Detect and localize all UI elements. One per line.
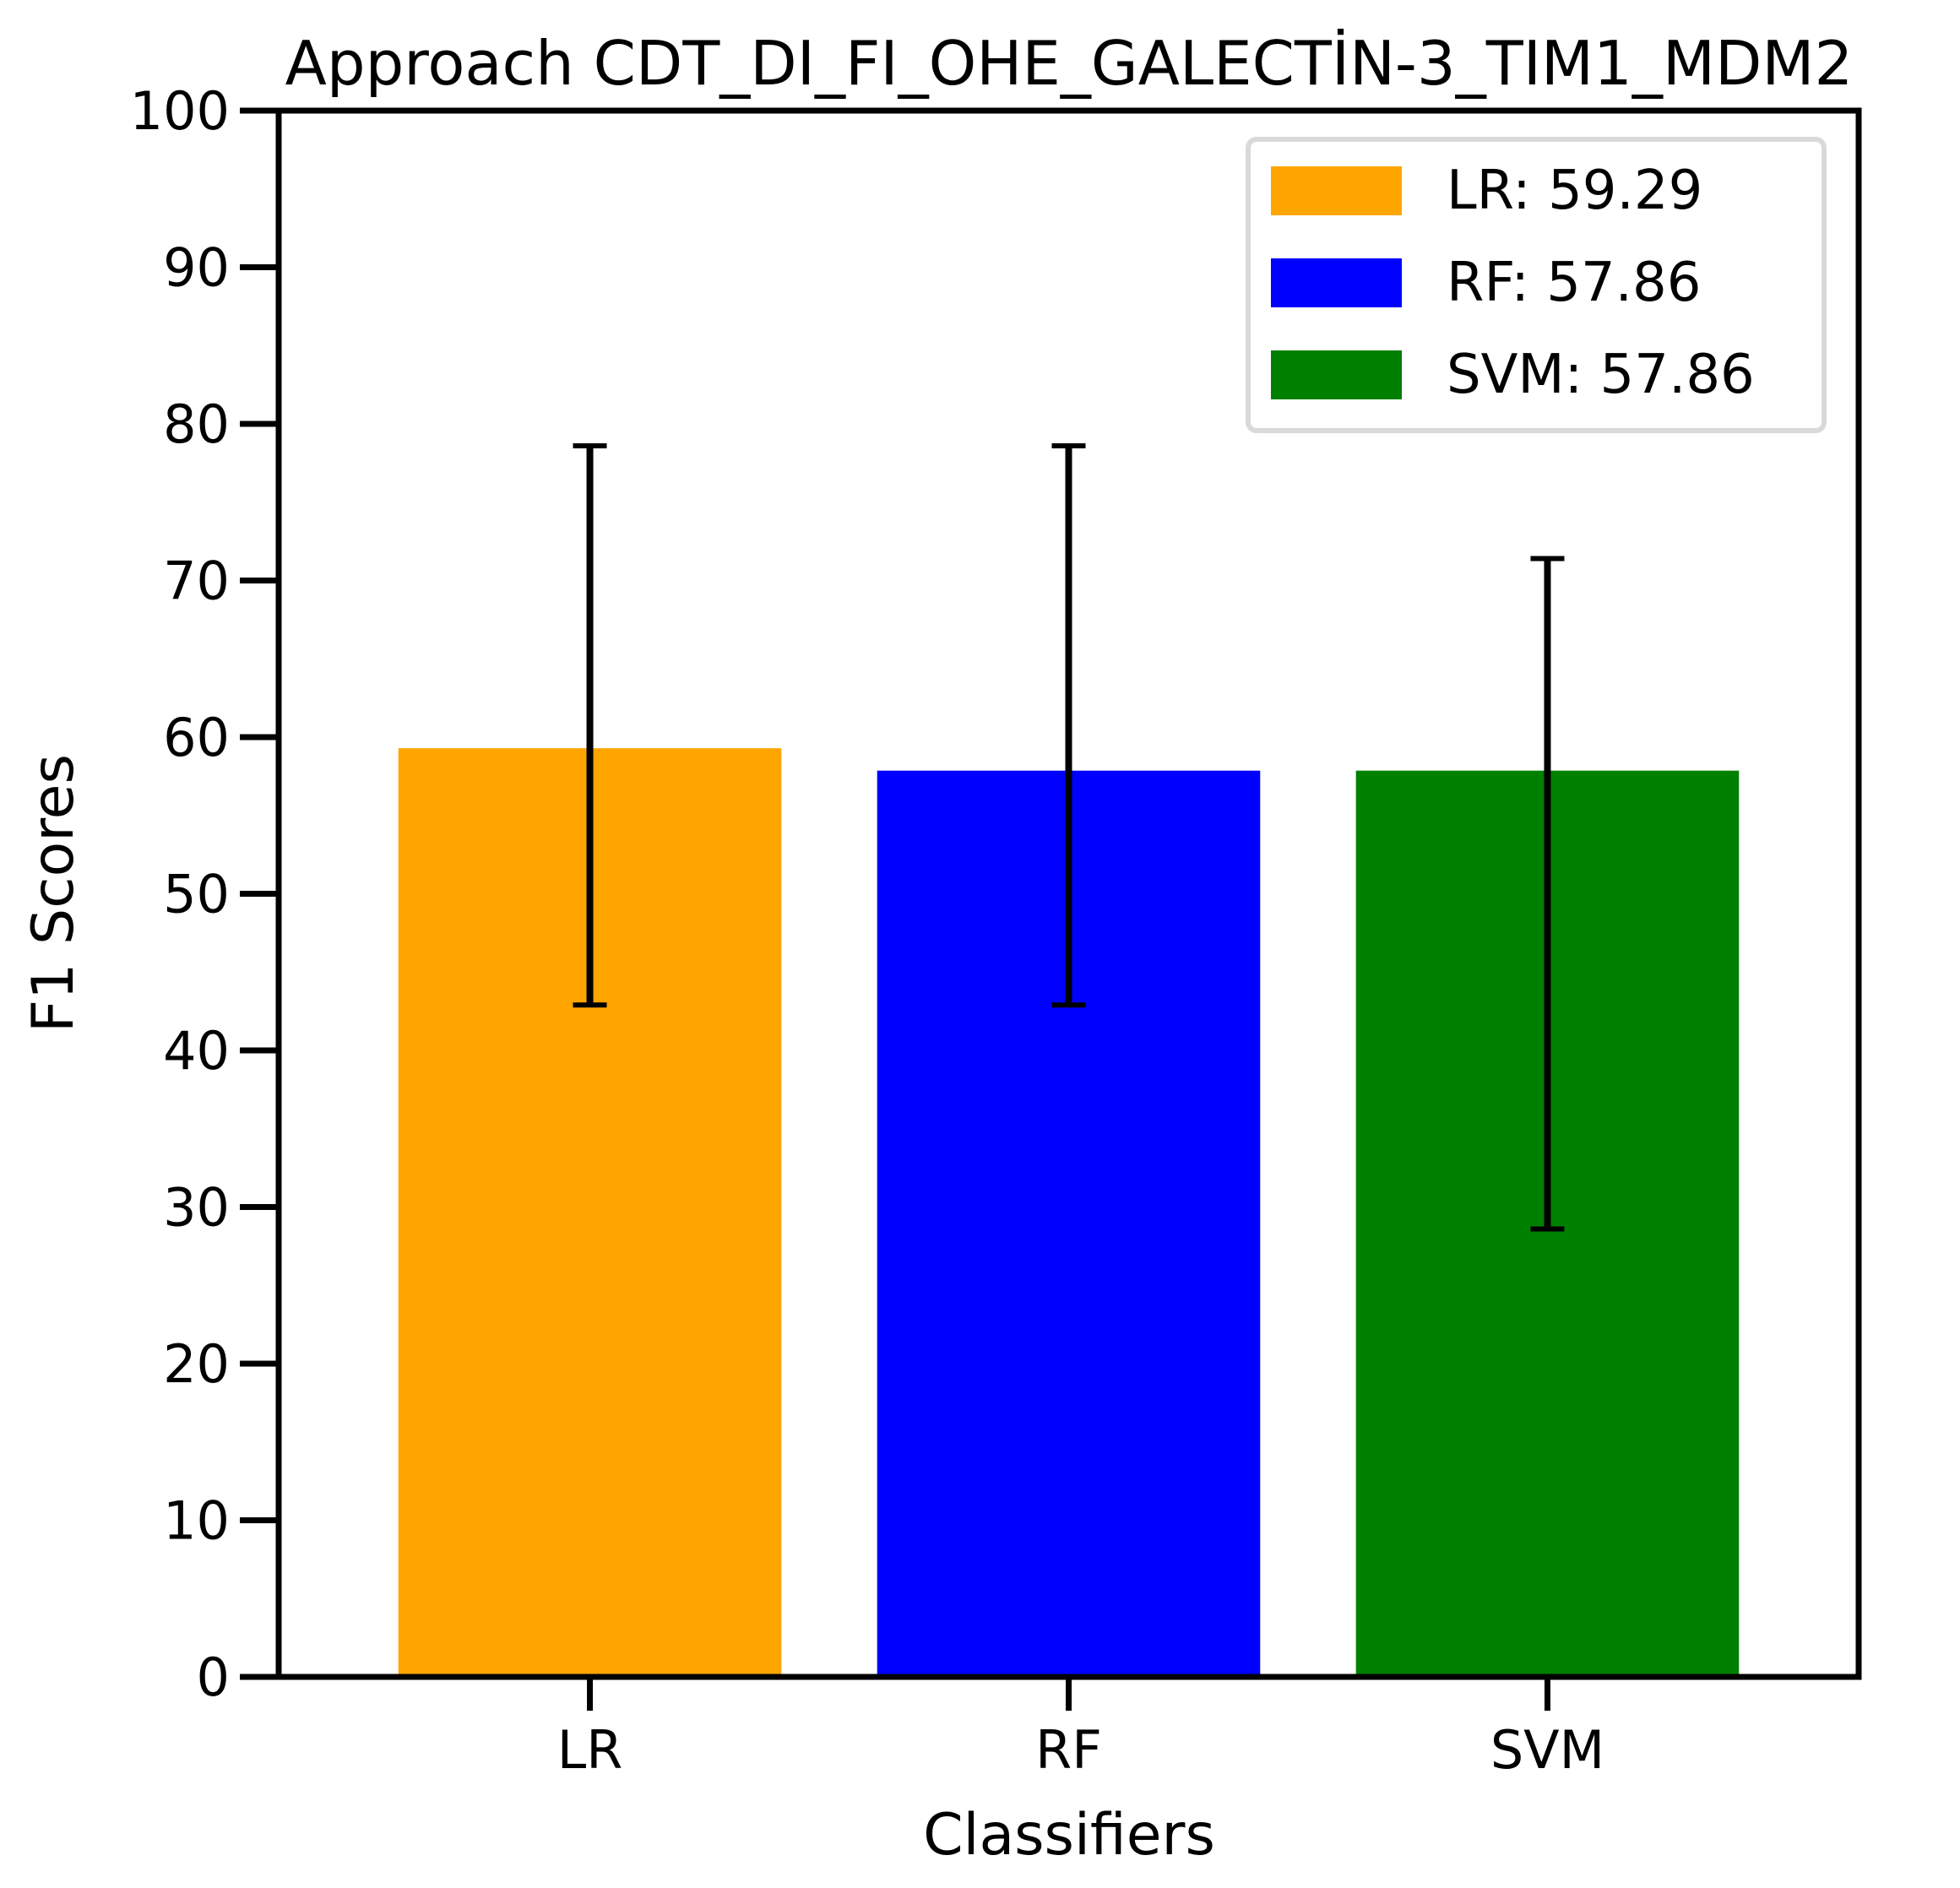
y-tick-label: 60 [163, 707, 230, 768]
y-tick-label: 80 [163, 393, 230, 455]
x-tick-label: SVM [1490, 1719, 1604, 1781]
y-tick-label: 90 [163, 237, 230, 299]
legend-swatch-2 [1271, 350, 1402, 399]
y-tick-label: 10 [163, 1490, 230, 1552]
x-axis-title: Classifiers [923, 1802, 1215, 1869]
y-tick-label: 40 [163, 1020, 230, 1082]
y-tick-label: 20 [163, 1333, 230, 1395]
y-tick-label: 50 [163, 864, 230, 925]
x-tick-label: LR [557, 1719, 623, 1781]
y-tick-label: 0 [197, 1647, 230, 1708]
y-tick-label: 30 [163, 1177, 230, 1239]
legend-label-2: SVM: 57.86 [1447, 344, 1755, 406]
error-bars-group [573, 442, 1565, 1232]
x-axis: LR RF SVM [557, 1677, 1604, 1781]
y-axis-title: F1 Scores [20, 754, 87, 1033]
legend-swatch-0 [1271, 166, 1402, 215]
x-tick-label: RF [1035, 1719, 1102, 1781]
y-axis: 0 10 20 30 40 50 60 70 80 90 100 [130, 80, 279, 1708]
chart-title: Approach CDT_DI_FI_OHE_GALECTİN-3_TIM1_M… [285, 28, 1854, 99]
legend: LR: 59.29 RF: 57.86 SVM: 57.86 [1246, 137, 1827, 433]
y-tick-label: 70 [163, 551, 230, 612]
legend-label-0: LR: 59.29 [1447, 160, 1702, 222]
legend-label-1: RF: 57.86 [1447, 252, 1701, 314]
legend-swatch-1 [1271, 258, 1402, 307]
y-tick-label: 100 [130, 80, 230, 142]
